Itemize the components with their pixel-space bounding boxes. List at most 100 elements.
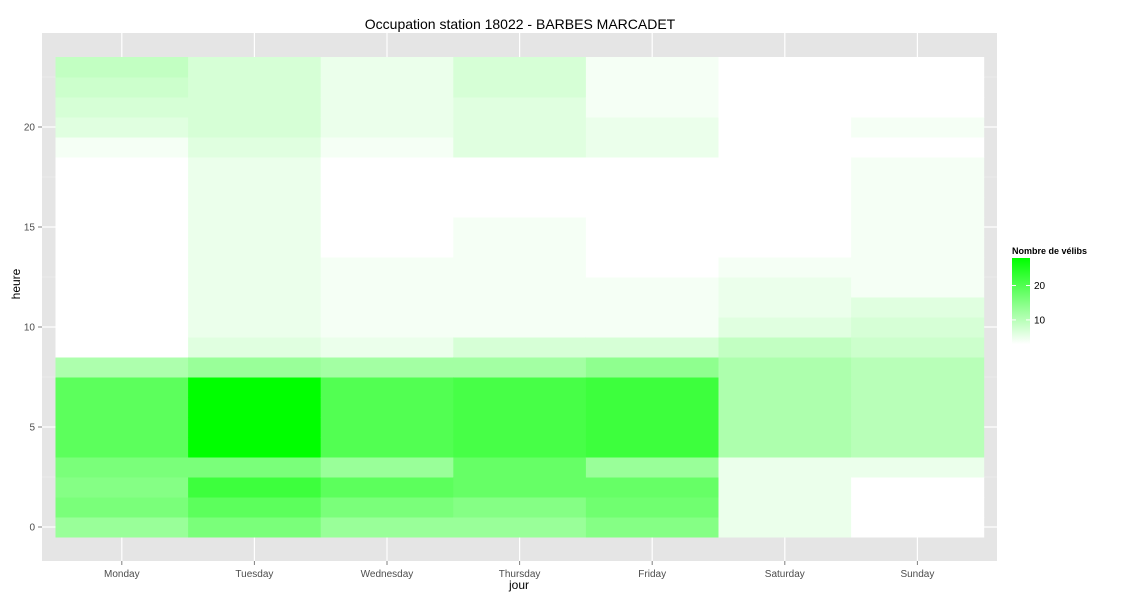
x-axis-label: jour <box>508 578 529 592</box>
heatmap-cell <box>55 477 189 498</box>
heatmap-cell <box>55 97 189 118</box>
heatmap-cell <box>851 377 985 398</box>
heatmap-cell <box>585 297 719 318</box>
heatmap-cell <box>585 377 719 398</box>
heatmap-cell <box>453 497 587 518</box>
y-axis-ticks: 0 5 10 15 20 <box>24 123 42 534</box>
heatmap-cell <box>188 257 322 278</box>
heatmap-cell <box>851 217 985 238</box>
heatmap-cell <box>585 357 719 378</box>
heatmap-cell <box>585 397 719 418</box>
heatmap-cell <box>851 77 985 98</box>
heatmap-cell <box>188 157 322 178</box>
heatmap-cell <box>718 477 852 498</box>
heatmap-cell <box>188 377 322 398</box>
heatmap-cell <box>320 97 454 118</box>
heatmap-cell <box>718 277 852 298</box>
heatmap-cell <box>188 97 322 118</box>
x-tick-label: Thursday <box>499 569 541 580</box>
heatmap-cell <box>851 157 985 178</box>
heatmap-cell <box>585 237 719 258</box>
heatmap-cell <box>585 417 719 438</box>
heatmap-cell <box>851 337 985 358</box>
heatmap-cell <box>585 337 719 358</box>
color-legend: Nombre de vélibs 10 20 <box>1012 246 1087 344</box>
chart-title: Occupation station 18022 - BARBES MARCAD… <box>365 16 676 32</box>
heatmap-cell <box>718 497 852 518</box>
heatmap-cell <box>718 117 852 138</box>
x-tick-label: Sunday <box>900 569 934 580</box>
heatmap-cell <box>453 417 587 438</box>
heatmap-cell <box>320 137 454 158</box>
heatmap-cell <box>585 57 719 78</box>
heatmap-cell <box>453 57 587 78</box>
heatmap-cell <box>188 477 322 498</box>
heatmap-cell <box>585 177 719 198</box>
heatmap-cell <box>188 137 322 158</box>
heatmap-cell <box>851 397 985 418</box>
heatmap-cell <box>453 277 587 298</box>
y-axis-label: heure <box>9 268 23 299</box>
heatmap-cell <box>55 357 189 378</box>
heatmap-cell <box>320 77 454 98</box>
x-tick-label: Friday <box>638 569 666 580</box>
heatmap-cell <box>320 197 454 218</box>
heatmap-cell <box>453 237 587 258</box>
heatmap-cell <box>55 157 189 178</box>
heatmap-cell <box>55 377 189 398</box>
legend-tick-label: 10 <box>1034 315 1046 326</box>
heatmap-cell <box>453 437 587 458</box>
y-tick-label: 20 <box>24 123 36 134</box>
heatmap-cell <box>55 497 189 518</box>
heatmap-cell <box>320 417 454 438</box>
heatmap-cell <box>188 517 322 538</box>
legend-title: Nombre de vélibs <box>1012 246 1087 256</box>
heatmap-cell <box>55 237 189 258</box>
heatmap-cell <box>188 437 322 458</box>
heatmap-cell <box>851 477 985 498</box>
heatmap-cell <box>453 157 587 178</box>
heatmap-cell <box>188 277 322 298</box>
heatmap-cell <box>188 177 322 198</box>
heatmap-cell <box>320 457 454 478</box>
legend-tick-label: 20 <box>1034 281 1046 292</box>
heatmap-cell <box>718 397 852 418</box>
heatmap-cell <box>453 317 587 338</box>
heatmap-cell <box>55 437 189 458</box>
heatmap-cell <box>55 337 189 358</box>
heatmap-cell <box>55 517 189 538</box>
heatmap-cell <box>585 257 719 278</box>
heatmap-cell <box>585 277 719 298</box>
heatmap-cell <box>851 297 985 318</box>
heatmap-cell <box>718 517 852 538</box>
heatmap-cell <box>718 217 852 238</box>
heatmap-cell <box>453 137 587 158</box>
heatmap-cell <box>453 77 587 98</box>
heatmap-cell <box>718 77 852 98</box>
heatmap-cell <box>585 97 719 118</box>
legend-color-bar <box>1012 258 1030 344</box>
heatmap-cell <box>320 57 454 78</box>
heatmap-cell <box>851 257 985 278</box>
heatmap-cell <box>585 437 719 458</box>
heatmap-cell <box>718 457 852 478</box>
heatmap-cell <box>188 457 322 478</box>
heatmap-cell <box>55 257 189 278</box>
heatmap-cell <box>718 357 852 378</box>
heatmap-cell <box>718 337 852 358</box>
heatmap-cells <box>55 57 985 538</box>
heatmap-cell <box>55 57 189 78</box>
heatmap-cell <box>585 117 719 138</box>
heatmap-cell <box>585 157 719 178</box>
heatmap-cell <box>188 397 322 418</box>
heatmap-cell <box>718 237 852 258</box>
heatmap-cell <box>453 97 587 118</box>
heatmap-cell <box>851 277 985 298</box>
heatmap-cell <box>453 217 587 238</box>
heatmap-cell <box>718 437 852 458</box>
heatmap-cell <box>851 417 985 438</box>
heatmap-cell <box>585 497 719 518</box>
heatmap-cell <box>851 137 985 158</box>
x-tick-label: Saturday <box>765 569 805 580</box>
